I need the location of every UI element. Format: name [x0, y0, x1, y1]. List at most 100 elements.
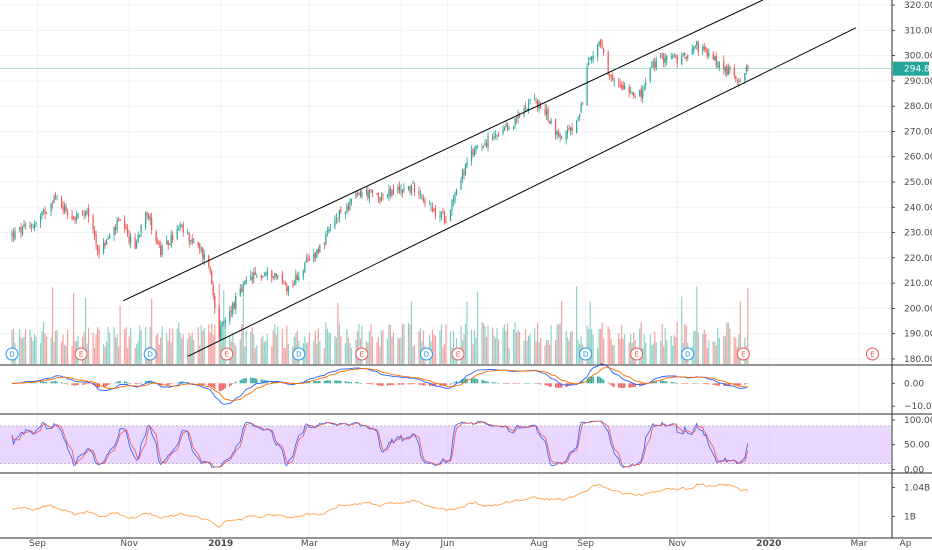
volume-bars: [11, 284, 749, 364]
macd-histogram-bar: [621, 383, 623, 388]
earnings-marker[interactable]: E: [865, 347, 879, 361]
macd-histogram-bar: [433, 383, 435, 386]
candle-body: [430, 205, 432, 207]
macd-pane[interactable]: [11, 363, 749, 405]
candle-body: [597, 44, 599, 57]
candle-body: [515, 119, 518, 121]
earnings-marker[interactable]: E: [220, 347, 234, 361]
macd-histogram-bar: [233, 382, 235, 384]
volume-bar: [400, 337, 402, 364]
price-tick-label: 320.00: [904, 1, 932, 11]
dividend-marker[interactable]: D: [681, 347, 695, 361]
volume-bar: [296, 330, 298, 364]
volume-bar: [567, 337, 569, 364]
volume-bar: [181, 338, 183, 364]
candle-body: [232, 303, 234, 315]
candle-body: [188, 233, 190, 243]
price-tick-label: 220.00: [904, 254, 932, 264]
candle-body: [158, 242, 160, 246]
candle-body: [326, 230, 328, 232]
channel-lower-line[interactable]: [187, 27, 857, 357]
volume-bar: [29, 329, 31, 364]
macd-histogram-bar: [547, 383, 549, 387]
volume-bar: [431, 329, 434, 364]
earnings-marker[interactable]: E: [736, 347, 750, 361]
dividend-marker[interactable]: D: [292, 347, 306, 361]
macd-histogram-bar: [172, 383, 174, 384]
candle-body: [262, 276, 264, 278]
dividend-marker[interactable]: D: [579, 347, 593, 361]
macd-histogram-bar: [421, 383, 423, 386]
volume-bar: [313, 340, 315, 364]
macd-histogram-bar: [42, 381, 45, 384]
macd-histogram-bar: [271, 381, 273, 384]
candle-body: [598, 41, 600, 45]
macd-histogram-bar: [589, 376, 591, 384]
volume-bar: [179, 332, 181, 364]
obv-pane[interactable]: [11, 483, 749, 528]
macd-histogram-bar: [167, 383, 169, 385]
macd-histogram-bar: [313, 380, 315, 384]
dividend-marker[interactable]: D: [419, 347, 433, 361]
event-label: D: [583, 351, 588, 359]
price-tick-label: 200.00: [904, 304, 932, 314]
volume-bar: [610, 339, 612, 364]
earnings-marker[interactable]: E: [451, 347, 465, 361]
channel-upper-line[interactable]: [122, 0, 764, 302]
event-circle: [681, 347, 695, 361]
macd-histogram-bar: [60, 382, 63, 384]
event-circle: [74, 347, 88, 361]
volume-bar: [601, 322, 603, 364]
candle-body: [529, 99, 531, 102]
macd-histogram-bar: [197, 383, 199, 385]
candle-body: [497, 134, 500, 136]
candle-body: [524, 106, 527, 108]
macd-histogram-bar: [496, 382, 498, 384]
earnings-marker[interactable]: E: [630, 347, 644, 361]
earnings-marker[interactable]: E: [74, 347, 88, 361]
price-axis[interactable]: 180.00 190.00 200.00 210.00 220.00 230.00 240.…: [892, 1, 932, 522]
candles: [11, 38, 749, 340]
macd-histogram-bar: [685, 383, 687, 384]
candle-body: [319, 244, 321, 253]
macd-histogram-bar: [603, 379, 605, 384]
earnings-marker[interactable]: E: [355, 347, 369, 361]
stochastic-pane[interactable]: [0, 420, 891, 468]
dividend-marker[interactable]: D: [5, 347, 19, 361]
macd-histogram-bar: [377, 383, 380, 386]
volume-bar: [63, 344, 66, 364]
macd-histogram-bar: [292, 383, 294, 385]
macd-histogram-bar: [714, 383, 716, 385]
volume-bar: [368, 331, 371, 364]
macd-histogram-bar: [119, 380, 121, 384]
event-circle: [630, 347, 644, 361]
macd-histogram-bar: [382, 383, 384, 386]
candle-body: [433, 209, 435, 211]
macd-histogram-bar: [536, 383, 539, 384]
macd-histogram-bar: [365, 383, 368, 384]
volume-bar: [718, 337, 720, 364]
time-tick-label: 2019: [208, 539, 233, 549]
volume-bar: [323, 348, 325, 364]
price-tick-label: 210.00: [904, 279, 932, 289]
obv-line: [11, 483, 749, 528]
candle-body: [72, 216, 75, 219]
macd-histogram-bar: [179, 381, 181, 384]
volume-bar: [317, 328, 319, 364]
macd-histogram-bar: [116, 381, 118, 384]
time-axis[interactable]: Sep Nov 2019 Mar May Jun Aug Sep Nov 2020 Mar Ap: [29, 539, 912, 549]
volume-bar: [221, 322, 223, 364]
macd-histogram-bar: [407, 383, 410, 385]
macd-histogram-bar: [476, 379, 479, 384]
volume-bar: [663, 346, 665, 364]
trend-channel[interactable]: [122, 0, 857, 357]
candle-body: [221, 323, 223, 326]
dividend-marker[interactable]: D: [143, 347, 157, 361]
volume-bar: [271, 346, 273, 364]
candle-body: [621, 84, 623, 88]
candle-body: [460, 180, 462, 190]
time-tick-label: Aug: [530, 539, 548, 549]
